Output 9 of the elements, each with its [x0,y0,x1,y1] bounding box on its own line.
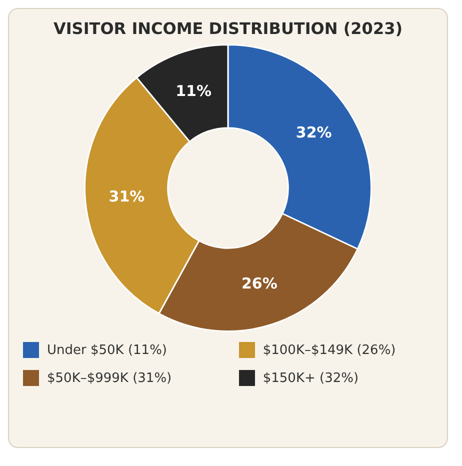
legend-label: Under $50K (11%) [47,342,167,358]
data-label: 11% [176,82,212,100]
data-label: 26% [241,274,278,293]
chart-title: VISITOR INCOME DISTRIBUTION (2023) [52,19,404,38]
legend-label: $150K+ (32%) [262,370,359,386]
legend-label: $100K–$149K (26%) [262,342,396,358]
data-label: 31% [108,187,145,206]
legend-label: $50K–$999K (31%) [47,370,172,386]
data-label: 32% [296,123,332,142]
